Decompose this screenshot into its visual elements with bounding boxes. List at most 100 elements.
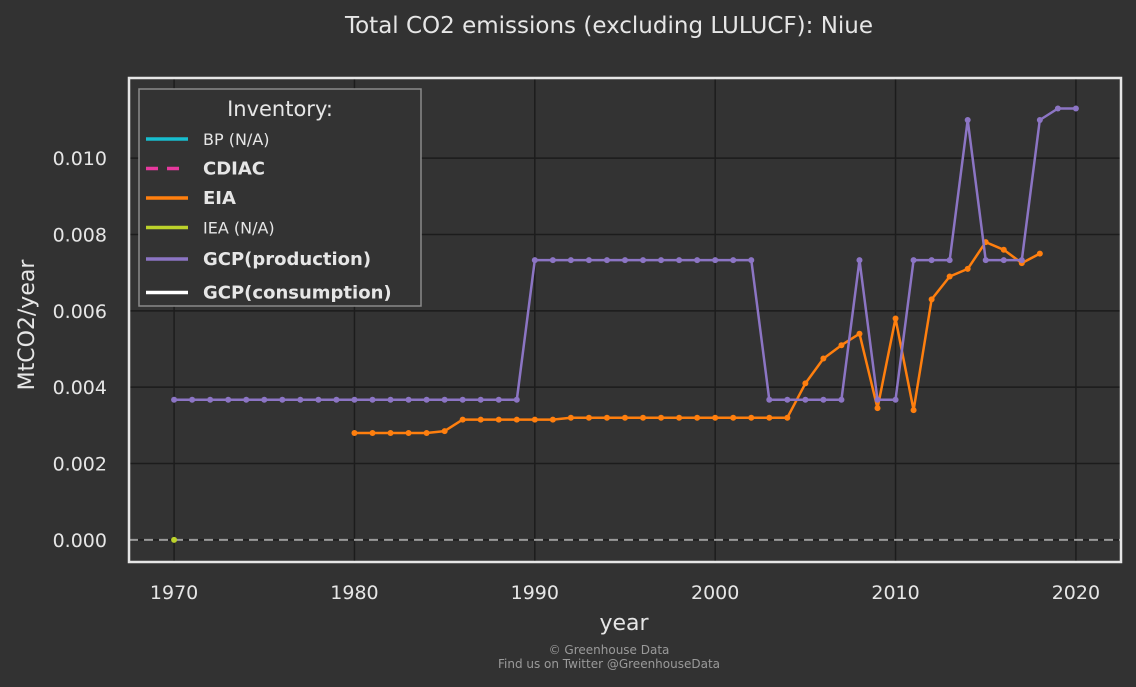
data-point-gcp-production [225, 396, 232, 403]
x-axis-label: year [599, 611, 649, 636]
data-point-eia [820, 355, 827, 362]
plot-frame [127, 76, 1123, 564]
data-point-gcp-production [1018, 257, 1025, 264]
data-point-eia [369, 429, 376, 436]
data-point-gcp-production [549, 257, 556, 264]
x-tick-label: 2010 [871, 582, 919, 604]
data-point-gcp-production [495, 396, 502, 403]
data-point-gcp-production [333, 396, 340, 403]
data-point-eia [513, 416, 520, 423]
data-point-gcp-production [910, 257, 917, 264]
y-tick-labels: 0.000 0.002 0.004 0.006 0.008 0.010 [53, 148, 107, 552]
data-point-gcp-production [351, 396, 358, 403]
data-point-eia [567, 414, 574, 421]
data-point-gcp-production [567, 257, 574, 264]
data-point-gcp-production [676, 257, 683, 264]
data-point-eia [549, 416, 556, 423]
data-point-gcp-production [441, 396, 448, 403]
legend-label: GCP(consumption) [203, 283, 392, 304]
data-point-gcp-production [982, 257, 989, 264]
x-tick-label: 2020 [1052, 582, 1100, 604]
y-axis-label: MtCO2/year [15, 259, 40, 391]
data-point-gcp-production [1072, 105, 1079, 112]
x-tick-labels: 1970 1980 1990 2000 2010 2020 [150, 582, 1100, 604]
legend-items: BP (N/A) CDIAC EIA IEA (N/A) GCP(production)… [146, 130, 392, 304]
data-point-eia [1000, 246, 1007, 253]
data-point-eia [766, 414, 773, 421]
y-tick-label: 0.000 [53, 530, 107, 552]
data-point-gcp-production [405, 396, 412, 403]
data-point-eia [531, 416, 538, 423]
data-point-gcp-production [261, 396, 268, 403]
data-point-gcp-production [1054, 105, 1061, 112]
data-point-eia [694, 414, 701, 421]
data-point-eia [748, 414, 755, 421]
data-point-gcp-production [513, 396, 520, 403]
y-tick-label: 0.004 [53, 377, 107, 399]
data-point-eia [351, 429, 358, 436]
legend-label: GCP(production) [203, 249, 371, 270]
data-point-gcp-production [1000, 257, 1007, 264]
data-point-gcp-production [964, 116, 971, 123]
data-point-gcp-production [802, 396, 809, 403]
chart-title: Total CO2 emissions (excluding LULUCF): … [344, 13, 873, 39]
data-point-gcp-production [279, 396, 286, 403]
data-point-iea-n-a [171, 536, 178, 543]
data-point-eia [405, 429, 412, 436]
legend-label: BP (N/A) [203, 130, 270, 149]
legend-box [138, 88, 422, 307]
data-point-gcp-production [892, 396, 899, 403]
data-point-eia [495, 416, 502, 423]
x-tick-label: 1980 [330, 582, 378, 604]
data-point-gcp-production [874, 396, 881, 403]
x-tick-label: 2000 [691, 582, 739, 604]
data-point-eia [423, 429, 430, 436]
data-point-eia [910, 407, 917, 414]
data-point-gcp-production [243, 396, 250, 403]
data-point-gcp-production [207, 396, 214, 403]
data-point-gcp-production [784, 396, 791, 403]
data-point-gcp-production [622, 257, 628, 264]
data-point-eia [712, 414, 719, 421]
data-point-gcp-production [297, 396, 304, 403]
legend-label: CDIAC [203, 159, 265, 180]
series-group [171, 105, 1079, 543]
data-point-gcp-production [694, 257, 701, 264]
data-point-gcp-production [387, 396, 394, 403]
data-point-eia [964, 265, 971, 272]
data-point-eia [784, 414, 791, 421]
data-point-eia [802, 380, 809, 387]
legend-label: EIA [203, 188, 236, 209]
data-point-gcp-production [315, 396, 322, 403]
footer-copyright: © Greenhouse Data [549, 643, 670, 657]
data-point-eia [640, 414, 647, 421]
data-point-eia [892, 315, 899, 322]
y-tick-label: 0.002 [53, 454, 107, 476]
data-point-gcp-production [730, 257, 737, 264]
data-point-gcp-production [423, 396, 430, 403]
data-point-eia [730, 414, 737, 421]
data-point-gcp-production [712, 257, 719, 264]
data-point-eia [459, 416, 466, 423]
x-tick-label: 1990 [511, 582, 559, 604]
data-point-gcp-production [856, 257, 863, 264]
data-point-eia [387, 429, 394, 436]
data-point-gcp-production [1036, 116, 1043, 123]
data-point-gcp-production [477, 396, 484, 403]
data-point-eia [603, 414, 610, 421]
data-point-gcp-production [369, 396, 376, 403]
legend: Inventory: BP (N/A) CDIAC EIA IEA (N/A) GCP(… [138, 88, 422, 307]
data-point-eia [658, 414, 665, 421]
data-point-gcp-production [189, 396, 196, 403]
data-point-eia [441, 428, 448, 435]
data-point-gcp-production [766, 396, 773, 403]
data-point-eia [1036, 250, 1043, 257]
data-point-eia [585, 414, 592, 421]
y-tick-label: 0.008 [53, 224, 107, 246]
data-point-gcp-production [459, 396, 466, 403]
data-point-gcp-production [838, 396, 845, 403]
y-tick-label: 0.010 [53, 148, 107, 170]
data-point-gcp-production [946, 257, 953, 264]
data-point-eia [928, 296, 935, 303]
